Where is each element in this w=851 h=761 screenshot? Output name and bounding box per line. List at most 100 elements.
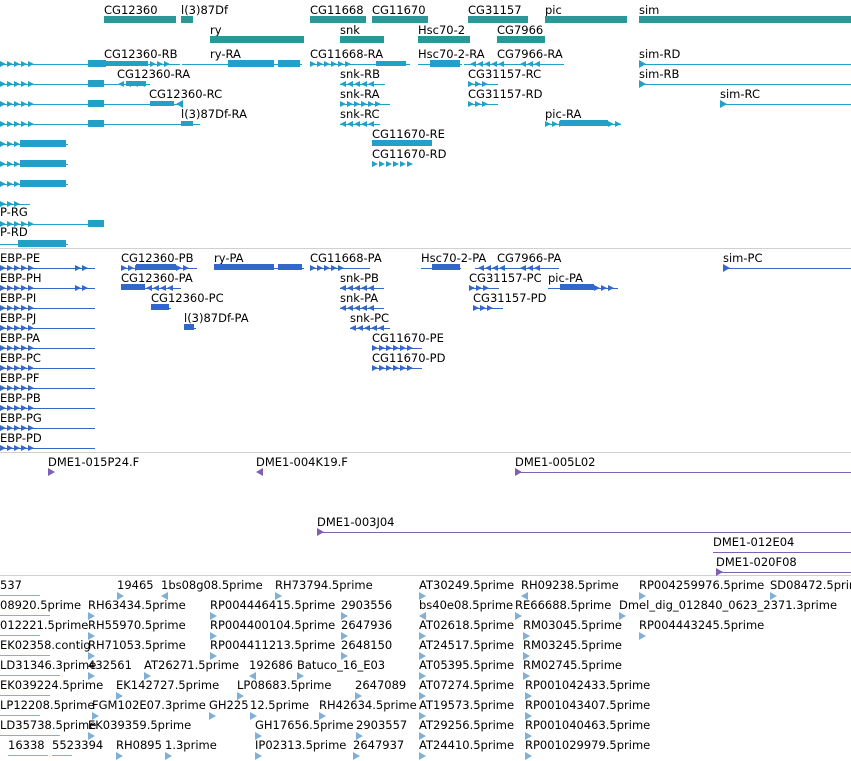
feature-label[interactable]: 2647089	[355, 678, 407, 692]
feature-label[interactable]: AT29256.5prime	[419, 718, 515, 732]
feature-label[interactable]: EBP-PH	[0, 271, 42, 285]
feature-label[interactable]: AT30249.5prime	[419, 578, 515, 592]
feature-label[interactable]: LD35738.5prime	[0, 718, 97, 732]
feature-label[interactable]: sim-RC	[720, 87, 760, 101]
feature-label[interactable]: CG12360-PC	[151, 291, 224, 305]
feature-label[interactable]: EBP-PD	[0, 431, 42, 445]
feature-label[interactable]: EBP-PE	[0, 251, 41, 265]
feature-label[interactable]: 2647936	[341, 618, 393, 632]
feature-label[interactable]: RP001042433.5prime	[525, 678, 651, 692]
feature-label[interactable]: CG11670-RE	[372, 127, 445, 141]
feature-label[interactable]: bs40e08.5prime	[419, 598, 514, 612]
feature-label[interactable]: EBP-PI	[0, 291, 37, 305]
feature-label[interactable]: snk-PC	[350, 311, 390, 325]
feature-label[interactable]: DME1-015P24.F	[48, 455, 140, 469]
feature-label[interactable]: RH42634.5prime	[319, 698, 417, 712]
feature-label[interactable]: EBP-PC	[0, 351, 41, 365]
feature-label[interactable]: ry-PA	[214, 251, 244, 265]
feature-label[interactable]: 19465	[117, 578, 154, 592]
feature-label[interactable]: EK039224.5prime	[0, 678, 104, 692]
feature-label[interactable]: 5523394	[52, 738, 104, 752]
feature-label[interactable]: RH73794.5prime	[275, 578, 373, 592]
feature-label[interactable]: CG11668-RA	[310, 47, 384, 61]
feature-label[interactable]: EK039359.5prime	[88, 718, 192, 732]
feature-label[interactable]: RP004400104.5prime	[210, 618, 336, 632]
feature-label[interactable]: snk-PA	[340, 291, 379, 305]
feature-label[interactable]: CG12360-RC	[149, 87, 223, 101]
feature-label[interactable]: RH63434.5prime	[88, 598, 186, 612]
feature-label[interactable]: pic-RA	[545, 107, 582, 121]
feature-label[interactable]: pic	[545, 3, 562, 17]
feature-label[interactable]: l(3)87Df	[181, 3, 229, 17]
feature-label[interactable]: 432561	[88, 658, 132, 672]
feature-label[interactable]: CG11670-PE	[372, 331, 444, 345]
feature-label[interactable]: 012221.5prime	[0, 618, 89, 632]
feature-label[interactable]: GH17656.5prime	[255, 718, 354, 732]
feature-label[interactable]: CG31157-PD	[473, 291, 547, 305]
feature-label[interactable]: EBP-PF	[0, 371, 40, 385]
feature-label[interactable]: 2903557	[356, 718, 408, 732]
feature-label[interactable]: GH225	[209, 698, 249, 712]
feature-label[interactable]: CG11670	[372, 3, 426, 17]
feature-label[interactable]: Hsc70-2-RA	[418, 47, 485, 61]
feature-label[interactable]: CG11668	[310, 3, 364, 17]
feature-label[interactable]: P-RG	[0, 205, 28, 219]
feature-label[interactable]: 16338	[8, 738, 45, 752]
feature-label[interactable]: LD31346.3prime	[0, 658, 97, 672]
feature-label[interactable]: EK02358.contig	[0, 638, 91, 652]
feature-label[interactable]: RM03245.5prime	[523, 638, 622, 652]
feature-label[interactable]: sim-PC	[723, 251, 763, 265]
feature-label[interactable]: CG11670-RD	[372, 147, 447, 161]
feature-label[interactable]: AT26271.5prime	[144, 658, 240, 672]
feature-label[interactable]: IP02313.5prime	[255, 738, 347, 752]
feature-label[interactable]: FGM102E07.3prime	[92, 698, 206, 712]
feature-label[interactable]: EBP-PG	[0, 411, 42, 425]
feature-label[interactable]: AT02618.5prime	[419, 618, 515, 632]
feature-label[interactable]: AT24410.5prime	[419, 738, 515, 752]
feature-label[interactable]: CG11668-PA	[310, 251, 382, 265]
feature-label[interactable]: EK142727.5prime	[116, 678, 220, 692]
feature-label[interactable]: 08920.5prime	[0, 598, 82, 612]
feature-label[interactable]: CG7966-PA	[497, 251, 562, 265]
feature-label[interactable]: sim	[639, 3, 660, 17]
feature-label[interactable]: RM03045.5prime	[523, 618, 622, 632]
feature-label[interactable]: CG7966	[497, 23, 544, 37]
feature-label[interactable]: snk-RC	[340, 107, 380, 121]
feature-label[interactable]: EBP-PA	[0, 331, 41, 345]
feature-label[interactable]: snk-RA	[340, 87, 380, 101]
feature-label[interactable]: CG12360	[104, 3, 158, 17]
feature-label[interactable]: CG31157-PC	[469, 271, 542, 285]
feature-label[interactable]: AT19573.5prime	[419, 698, 515, 712]
feature-label[interactable]: RH09238.5prime	[521, 578, 619, 592]
feature-label[interactable]: RP004411213.5prime	[210, 638, 336, 652]
feature-label[interactable]: snk-RB	[340, 67, 380, 81]
feature-label[interactable]: CG12360-RB	[104, 47, 178, 61]
feature-label[interactable]: RH0895	[116, 738, 162, 752]
feature-label[interactable]: CG12360-RA	[117, 67, 191, 81]
feature-label[interactable]: l(3)87Df-PA	[184, 311, 249, 325]
feature-label[interactable]: AT05395.5prime	[419, 658, 515, 672]
feature-label[interactable]: DME1-004K19.F	[256, 455, 348, 469]
feature-label[interactable]: RP001043407.5prime	[525, 698, 651, 712]
feature-label[interactable]: sim-RD	[639, 47, 681, 61]
feature-label[interactable]: CG12360-PA	[121, 271, 193, 285]
feature-label[interactable]: EBP-PJ	[0, 311, 37, 325]
feature-label[interactable]: AT24517.5prime	[419, 638, 515, 652]
feature-label[interactable]: ry	[210, 23, 222, 37]
feature-label[interactable]: l(3)87Df-RA	[181, 107, 247, 121]
feature-label[interactable]: CG7966-RA	[497, 47, 563, 61]
feature-label[interactable]: 1.3prime	[165, 738, 217, 752]
feature-label[interactable]: EBP-PB	[0, 391, 41, 405]
feature-label[interactable]: LP12208.5prime	[0, 698, 95, 712]
feature-label[interactable]: 12.5prime	[250, 698, 310, 712]
feature-label[interactable]: AT07274.5prime	[419, 678, 515, 692]
feature-label[interactable]: sim-RB	[639, 67, 680, 81]
feature-label[interactable]: Batuco_16_E03	[297, 658, 386, 672]
feature-label[interactable]: CG12360-PB	[121, 251, 194, 265]
feature-label[interactable]: RP001029979.5prime	[525, 738, 651, 752]
feature-label[interactable]: CG31157-RD	[468, 87, 543, 101]
feature-label[interactable]: Dmel_dig_012840_0623_2371.3prime	[619, 598, 838, 612]
feature-label[interactable]: SD08472.5prime	[770, 578, 851, 592]
feature-label[interactable]: CG31157	[468, 3, 522, 17]
feature-label[interactable]: RE66688.5prime	[515, 598, 612, 612]
